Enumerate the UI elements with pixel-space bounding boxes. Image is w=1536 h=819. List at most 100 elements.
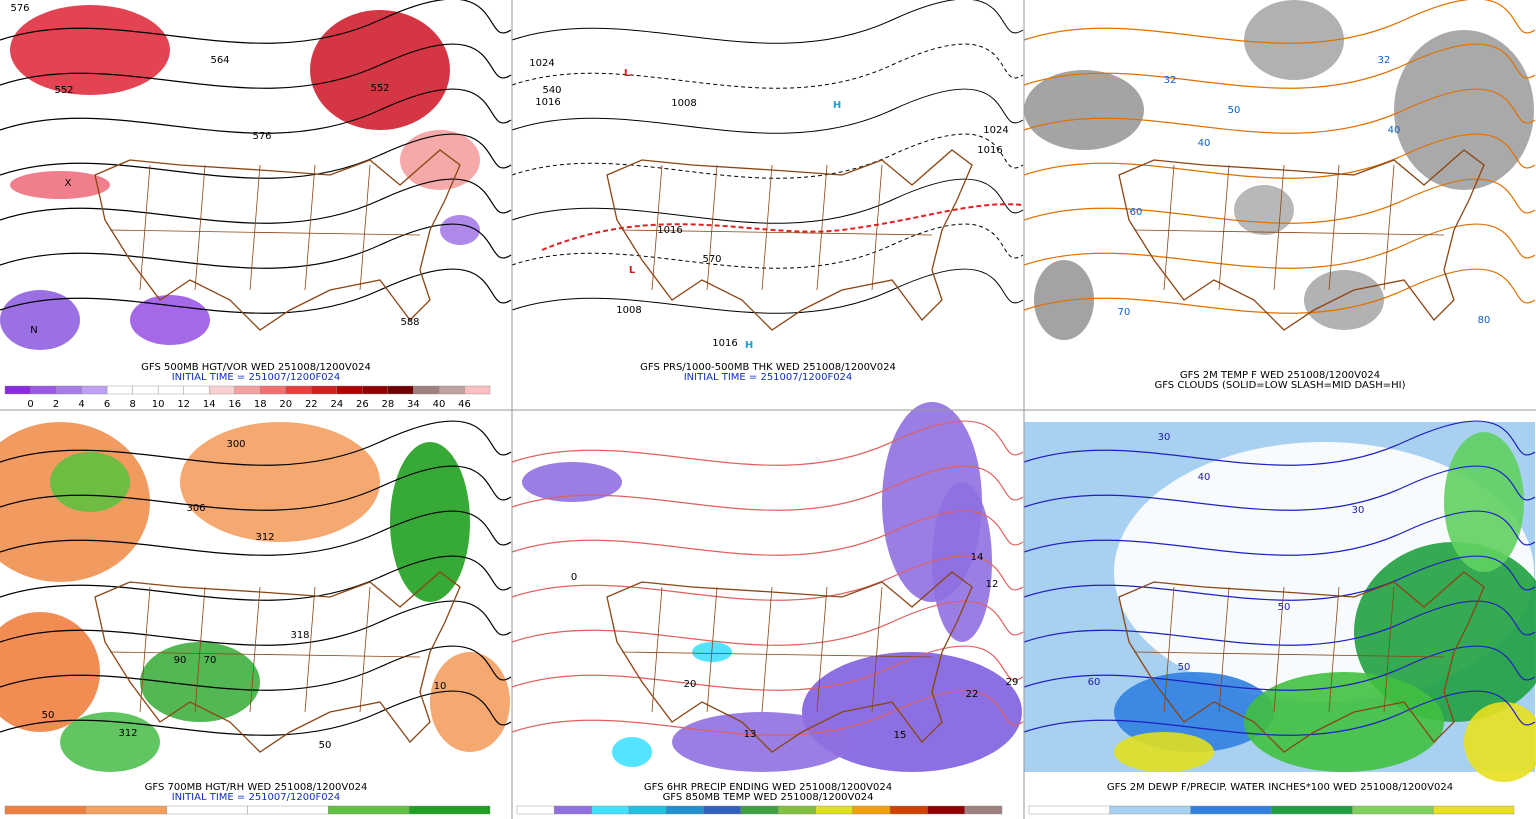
- state-line: [1328, 164, 1340, 291]
- colorbar-swatch: [132, 385, 159, 395]
- map-label: 90: [174, 655, 187, 666]
- colorbar-swatch: [740, 805, 779, 815]
- colorbar-swatch: [81, 385, 108, 395]
- map-label: 80: [1478, 315, 1491, 326]
- contour-line: [511, 690, 1024, 736]
- contour-line: [0, 465, 512, 511]
- colorbar-label: 18: [254, 399, 267, 410]
- shaded-area: [390, 442, 470, 602]
- state-line: [761, 164, 773, 291]
- shaded-area: [1114, 732, 1214, 772]
- contour-line: [0, 645, 512, 691]
- colorbar-label: 2: [53, 399, 59, 410]
- shaded-area: [440, 215, 480, 245]
- colorbar-label: 6: [104, 399, 110, 410]
- shaded-area: [1394, 30, 1534, 190]
- contour-line: [0, 600, 512, 646]
- map-label: 32: [1164, 75, 1177, 86]
- shaded-area: [1304, 270, 1384, 330]
- state-line: [109, 651, 421, 658]
- contour-line: [511, 43, 1024, 89]
- contour-line: [1023, 600, 1536, 646]
- colorbar-swatch: [183, 385, 210, 395]
- caption: GFS 850MB TEMP WED 251008/1200V024: [663, 792, 874, 803]
- colorbar-swatch: [106, 385, 133, 395]
- panel: 300 306 312 318 312 50 70 90 10 50 GFS 700MB HGT/R…: [0, 420, 512, 815]
- state-line: [1133, 651, 1445, 658]
- colorbar-swatch: [166, 805, 248, 815]
- colorbar-label: 20: [279, 399, 292, 410]
- colorbar-swatch: [285, 385, 312, 395]
- shaded-area: [1244, 0, 1344, 80]
- map-label: 1008: [616, 305, 641, 316]
- caption: GFS 500MB HGT/VOR WED 251008/1200V024: [141, 362, 371, 373]
- colorbar-swatch: [666, 805, 704, 815]
- map-label: 312: [255, 532, 274, 543]
- map-label: 60: [1088, 677, 1101, 688]
- map-label: H: [745, 340, 753, 351]
- map-label: 50: [319, 740, 332, 751]
- map-label: 576: [10, 3, 29, 14]
- colorbar-swatch: [964, 805, 1003, 815]
- shaded-area: [180, 422, 380, 542]
- colorbar-label: 40: [433, 399, 446, 410]
- contour-line: [0, 268, 512, 314]
- map-label: 552: [54, 85, 73, 96]
- panel: 576 564 552 576 552 588 N X GFS 500MB HGT/VOR WE…: [0, 0, 512, 410]
- map-label: 15: [894, 730, 907, 741]
- contour-line: [1023, 88, 1536, 134]
- state-line: [139, 586, 151, 713]
- contour-line: [1023, 510, 1536, 556]
- colorbar-swatch: [157, 385, 184, 395]
- map-label: 12: [986, 579, 999, 590]
- map-label: 14: [971, 552, 984, 563]
- contour-line: [1023, 223, 1536, 269]
- map-label: 13: [744, 729, 757, 740]
- colorbar-swatch: [1028, 805, 1111, 815]
- contour-line: [511, 0, 1024, 44]
- state-line: [1218, 586, 1230, 713]
- contour-line: [0, 0, 512, 44]
- shaded-area: [0, 612, 100, 732]
- panel: 14 12 22 29 13 15 20 0 GFS 6HR PRECIP ENDING WED…: [511, 402, 1024, 815]
- contour-line: [511, 223, 1024, 269]
- colorbar-swatch: [591, 805, 630, 815]
- caption: GFS CLOUDS (SOLID=LOW SLASH=MID DASH=HI): [1154, 380, 1405, 391]
- state-line: [651, 586, 663, 713]
- caption: GFS 6HR PRECIP ENDING WED 251008/1200V02…: [644, 782, 892, 793]
- caption: GFS PRS/1000-500MB THK WED 251008/1200V0…: [640, 362, 896, 373]
- colorbar-swatch: [889, 805, 928, 815]
- contour-line: [511, 645, 1024, 691]
- colorbar-swatch: [464, 385, 491, 395]
- shaded-area: [50, 452, 130, 512]
- colorbar-label: 34: [407, 399, 420, 410]
- map-label: 50: [1278, 602, 1291, 613]
- map-label: 20: [684, 679, 697, 690]
- map-label: 552: [370, 83, 389, 94]
- map-label: L: [624, 68, 631, 79]
- map-label: 576: [252, 131, 271, 142]
- caption: INITIAL TIME = 251007/1200F024: [684, 372, 853, 383]
- colorbar-swatch: [1432, 805, 1515, 815]
- state-line: [871, 586, 883, 713]
- state-line: [304, 164, 316, 291]
- state-line: [359, 586, 371, 713]
- shaded-area: [140, 642, 260, 722]
- colorbar-swatch: [1109, 805, 1191, 815]
- map-label: 318: [290, 630, 309, 641]
- map-label: 588: [400, 317, 419, 328]
- state-line: [249, 164, 261, 291]
- contour-line: [0, 178, 512, 224]
- map-label: 306: [186, 503, 205, 514]
- colorbar-label: 26: [356, 399, 369, 410]
- map-label: 1016: [977, 145, 1002, 156]
- map-label: 300: [226, 439, 245, 450]
- colorbar-swatch: [311, 385, 338, 395]
- contour-line: [0, 420, 512, 466]
- colorbar-swatch: [30, 385, 57, 395]
- state-line: [871, 164, 883, 291]
- map-label: 70: [1118, 307, 1131, 318]
- colorbar-label: 46: [458, 399, 471, 410]
- contour-line: [1023, 645, 1536, 691]
- contour-line: [511, 600, 1024, 646]
